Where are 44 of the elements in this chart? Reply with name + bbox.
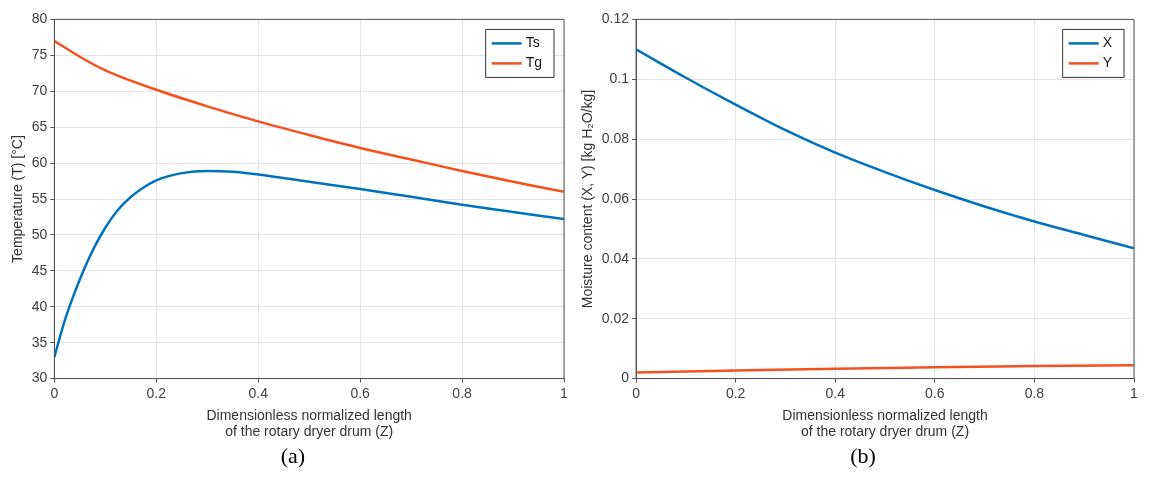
x-tick-label: 0 <box>50 384 59 401</box>
y-tick-label: 0 <box>621 369 630 386</box>
y-tick-label: 60 <box>31 153 48 170</box>
y-tick-label: 75 <box>31 46 48 63</box>
x-tick-label: 0.8 <box>1024 384 1045 401</box>
line-series <box>636 363 1134 374</box>
x-tick-label: 0.4 <box>825 384 846 401</box>
x-axis-title: Dimensionless normalized length of the rotary dryer drum (Z) <box>206 406 412 440</box>
y-tick-label: 0.1 <box>609 70 630 87</box>
y-tick-label: 35 <box>31 333 48 350</box>
y-tick-label: 0.08 <box>601 129 630 146</box>
y-tick-label: 55 <box>31 189 48 206</box>
x-tick-label: 1 <box>560 384 569 401</box>
y-tick-label: 50 <box>31 225 48 242</box>
legend-label: Y <box>1102 54 1113 71</box>
y-tick-label: 80 <box>31 10 48 27</box>
y-tick-label: 0.06 <box>601 189 630 206</box>
x-tick-label: 0.2 <box>725 384 746 401</box>
x-tick-label: 0.2 <box>146 384 167 401</box>
line-series <box>636 48 1134 250</box>
y-axis-title: Moisture content (X, Y) [kg H₂O/kg] <box>579 89 596 309</box>
y-tick-label: 70 <box>31 82 48 99</box>
line-series <box>54 169 564 359</box>
legend-label: Tg <box>525 54 543 71</box>
x-axis-title: Dimensionless normalized length of the rotary dryer drum (Z) <box>782 406 988 440</box>
legend-label: X <box>1102 34 1113 51</box>
text: (a) <box>279 443 307 469</box>
y-tick-label: 30 <box>31 369 48 386</box>
text: (b) <box>849 443 877 469</box>
x-tick-label: 1 <box>1130 384 1139 401</box>
y-axis-title: Temperature (T) [°C] <box>9 135 26 263</box>
x-tick-label: 0.8 <box>452 384 473 401</box>
x-tick-label: 0.6 <box>925 384 945 401</box>
y-tick-label: 40 <box>31 297 48 314</box>
y-tick-label: 65 <box>31 118 48 135</box>
y-tick-label: 0.02 <box>601 309 630 326</box>
y-tick-label: 0.04 <box>601 249 630 266</box>
x-tick-label: 0.6 <box>350 384 371 401</box>
y-tick-label: 0.12 <box>601 10 630 27</box>
y-tick-label: 45 <box>31 261 48 278</box>
x-tick-label: 0.4 <box>248 384 269 401</box>
legend-label: Ts <box>525 34 540 51</box>
line-series <box>54 39 564 194</box>
x-tick-label: 0 <box>632 384 641 401</box>
